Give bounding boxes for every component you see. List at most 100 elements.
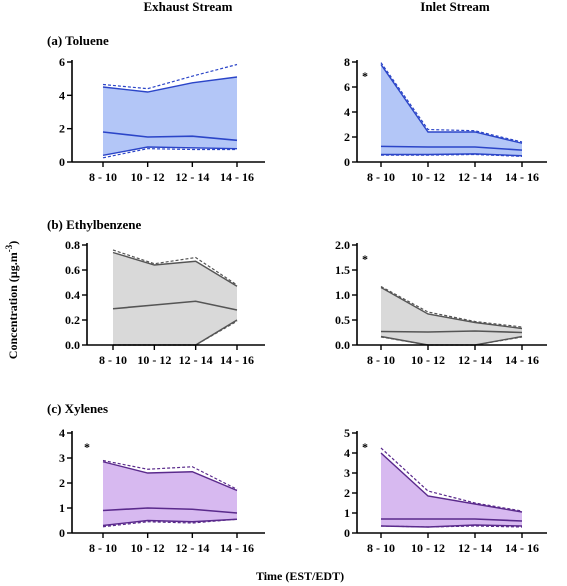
significance-asterisk: * bbox=[84, 440, 90, 454]
x-tick-label: 8 - 10 bbox=[367, 353, 395, 367]
y-tick-label: 1.0 bbox=[335, 288, 350, 302]
x-tick-label: 8 - 10 bbox=[99, 353, 127, 367]
y-tick-label: 3 bbox=[59, 451, 65, 465]
x-tick-label: 12 - 14 bbox=[458, 170, 492, 184]
x-axis-label: Time (EST/EDT) bbox=[256, 569, 344, 583]
chart-panel: 0 1 2 3 4 5 8 - 10 10 - 12 12 - 14 14 - 16 * bbox=[344, 426, 547, 555]
upper-dashed-line bbox=[380, 447, 523, 512]
significance-asterisk: * bbox=[362, 440, 368, 454]
y-tick-label: 0.4 bbox=[65, 288, 80, 302]
panels: 0 2 4 6 8 - 10 10 - 12 12 - 14 14 - 16 0 2 4 6 8 8 - … bbox=[59, 55, 547, 555]
row-title-toluene: (a) Toluene bbox=[47, 33, 109, 48]
lower-dashed-line bbox=[102, 518, 238, 528]
upper-line bbox=[380, 286, 523, 330]
x-tick-label: 12 - 14 bbox=[458, 541, 492, 555]
y-tick-label: 0.0 bbox=[65, 338, 80, 352]
y-tick-label: 0 bbox=[59, 526, 65, 540]
mean-line bbox=[380, 145, 523, 151]
x-tick-label: 14 - 16 bbox=[220, 353, 254, 367]
mean-line bbox=[102, 131, 238, 142]
y-tick-label: 2 bbox=[344, 486, 350, 500]
y-tick-label: 0.6 bbox=[65, 263, 80, 277]
mean-line bbox=[380, 330, 523, 334]
x-tick-label: 8 - 10 bbox=[367, 541, 395, 555]
y-tick-label: 0.2 bbox=[65, 313, 80, 327]
chart-panel: 0.0 0.5 1.0 1.5 2.0 8 - 10 10 - 12 12 - 14 14 - … bbox=[335, 238, 547, 367]
row-title-xylenes: (c) Xylenes bbox=[47, 401, 108, 416]
upper-line bbox=[380, 452, 523, 513]
lower-line bbox=[102, 146, 238, 157]
y-tick-label: 0.0 bbox=[335, 338, 350, 352]
x-tick-label: 14 - 16 bbox=[220, 541, 254, 555]
x-tick-label: 12 - 14 bbox=[175, 541, 209, 555]
lower-line bbox=[102, 518, 238, 527]
upper-dashed-line bbox=[102, 459, 238, 490]
x-tick-label: 10 - 12 bbox=[131, 170, 165, 184]
chart-panel: 0 2 4 6 8 8 - 10 10 - 12 12 - 14 14 - 16 * bbox=[344, 55, 547, 184]
y-tick-label: 4 bbox=[59, 88, 65, 102]
y-tick-label: 3 bbox=[344, 466, 350, 480]
significance-asterisk: * bbox=[362, 252, 368, 266]
upper-dashed-line bbox=[102, 63, 238, 90]
y-tick-label: 0 bbox=[344, 526, 350, 540]
x-tick-label: 8 - 10 bbox=[89, 170, 117, 184]
y-tick-label: 6 bbox=[344, 80, 350, 94]
y-tick-label: 1.5 bbox=[335, 263, 350, 277]
y-tick-label: 2 bbox=[59, 122, 65, 136]
y-tick-label: 0 bbox=[344, 155, 350, 169]
x-tick-label: 8 - 10 bbox=[367, 170, 395, 184]
y-tick-label: 8 bbox=[344, 55, 350, 69]
x-tick-label: 14 - 16 bbox=[505, 541, 539, 555]
x-tick-label: 10 - 12 bbox=[131, 541, 165, 555]
x-tick-label: 8 - 10 bbox=[89, 541, 117, 555]
chart-panel: 0 2 4 6 8 - 10 10 - 12 12 - 14 14 - 16 bbox=[59, 55, 265, 184]
x-tick-label: 10 - 12 bbox=[411, 541, 445, 555]
x-tick-label: 12 - 14 bbox=[175, 170, 209, 184]
x-tick-label: 14 - 16 bbox=[220, 170, 254, 184]
column-title-inlet: Inlet Stream bbox=[420, 0, 490, 14]
lower-dashed-line bbox=[380, 525, 523, 528]
lower-line bbox=[381, 153, 523, 157]
y-tick-label: 4 bbox=[59, 426, 65, 440]
lower-dashed-line bbox=[381, 153, 523, 157]
y-tick-label: 1 bbox=[59, 501, 65, 515]
y-tick-label: 1 bbox=[344, 506, 350, 520]
x-tick-label: 10 - 12 bbox=[411, 353, 445, 367]
x-tick-label: 12 - 14 bbox=[179, 353, 213, 367]
y-tick-label: 2.0 bbox=[335, 238, 350, 252]
range-band bbox=[381, 453, 522, 527]
y-tick-label: 0.5 bbox=[335, 313, 350, 327]
x-tick-label: 10 - 12 bbox=[137, 353, 171, 367]
mean-line bbox=[112, 300, 238, 311]
upper-line bbox=[380, 64, 523, 144]
mean-line bbox=[102, 507, 238, 514]
x-tick-label: 12 - 14 bbox=[458, 353, 492, 367]
y-tick-label: 0 bbox=[59, 155, 65, 169]
upper-line bbox=[102, 461, 238, 492]
upper-dashed-line bbox=[112, 249, 238, 286]
y-tick-label: 5 bbox=[344, 426, 350, 440]
y-tick-label: 2 bbox=[59, 476, 65, 490]
y-tick-label: 4 bbox=[344, 105, 350, 119]
y-tick-label: 0.8 bbox=[65, 238, 80, 252]
y-tick-label: 4 bbox=[344, 446, 350, 460]
x-tick-label: 14 - 16 bbox=[505, 170, 539, 184]
range-band bbox=[103, 461, 237, 526]
column-title-exhaust: Exhaust Stream bbox=[144, 0, 233, 14]
y-tick-label: 6 bbox=[59, 55, 65, 69]
chart-panel: 0.0 0.2 0.4 0.6 0.8 8 - 10 10 - 12 12 - 14 14 - … bbox=[65, 238, 265, 367]
significance-asterisk: * bbox=[362, 69, 368, 83]
range-band bbox=[381, 64, 522, 156]
upper-dashed-line bbox=[380, 62, 523, 143]
mean-line bbox=[381, 518, 523, 522]
y-axis-label: Concentration (µg.m-3) bbox=[4, 241, 20, 359]
upper-line bbox=[112, 251, 238, 287]
y-tick-label: 2 bbox=[344, 130, 350, 144]
upper-line bbox=[102, 76, 238, 93]
x-tick-label: 14 - 16 bbox=[505, 353, 539, 367]
x-tick-label: 10 - 12 bbox=[411, 170, 445, 184]
upper-dashed-line bbox=[380, 285, 523, 328]
range-band bbox=[113, 252, 237, 345]
row-title-ethylbenzene: (b) Ethylbenzene bbox=[47, 217, 141, 232]
